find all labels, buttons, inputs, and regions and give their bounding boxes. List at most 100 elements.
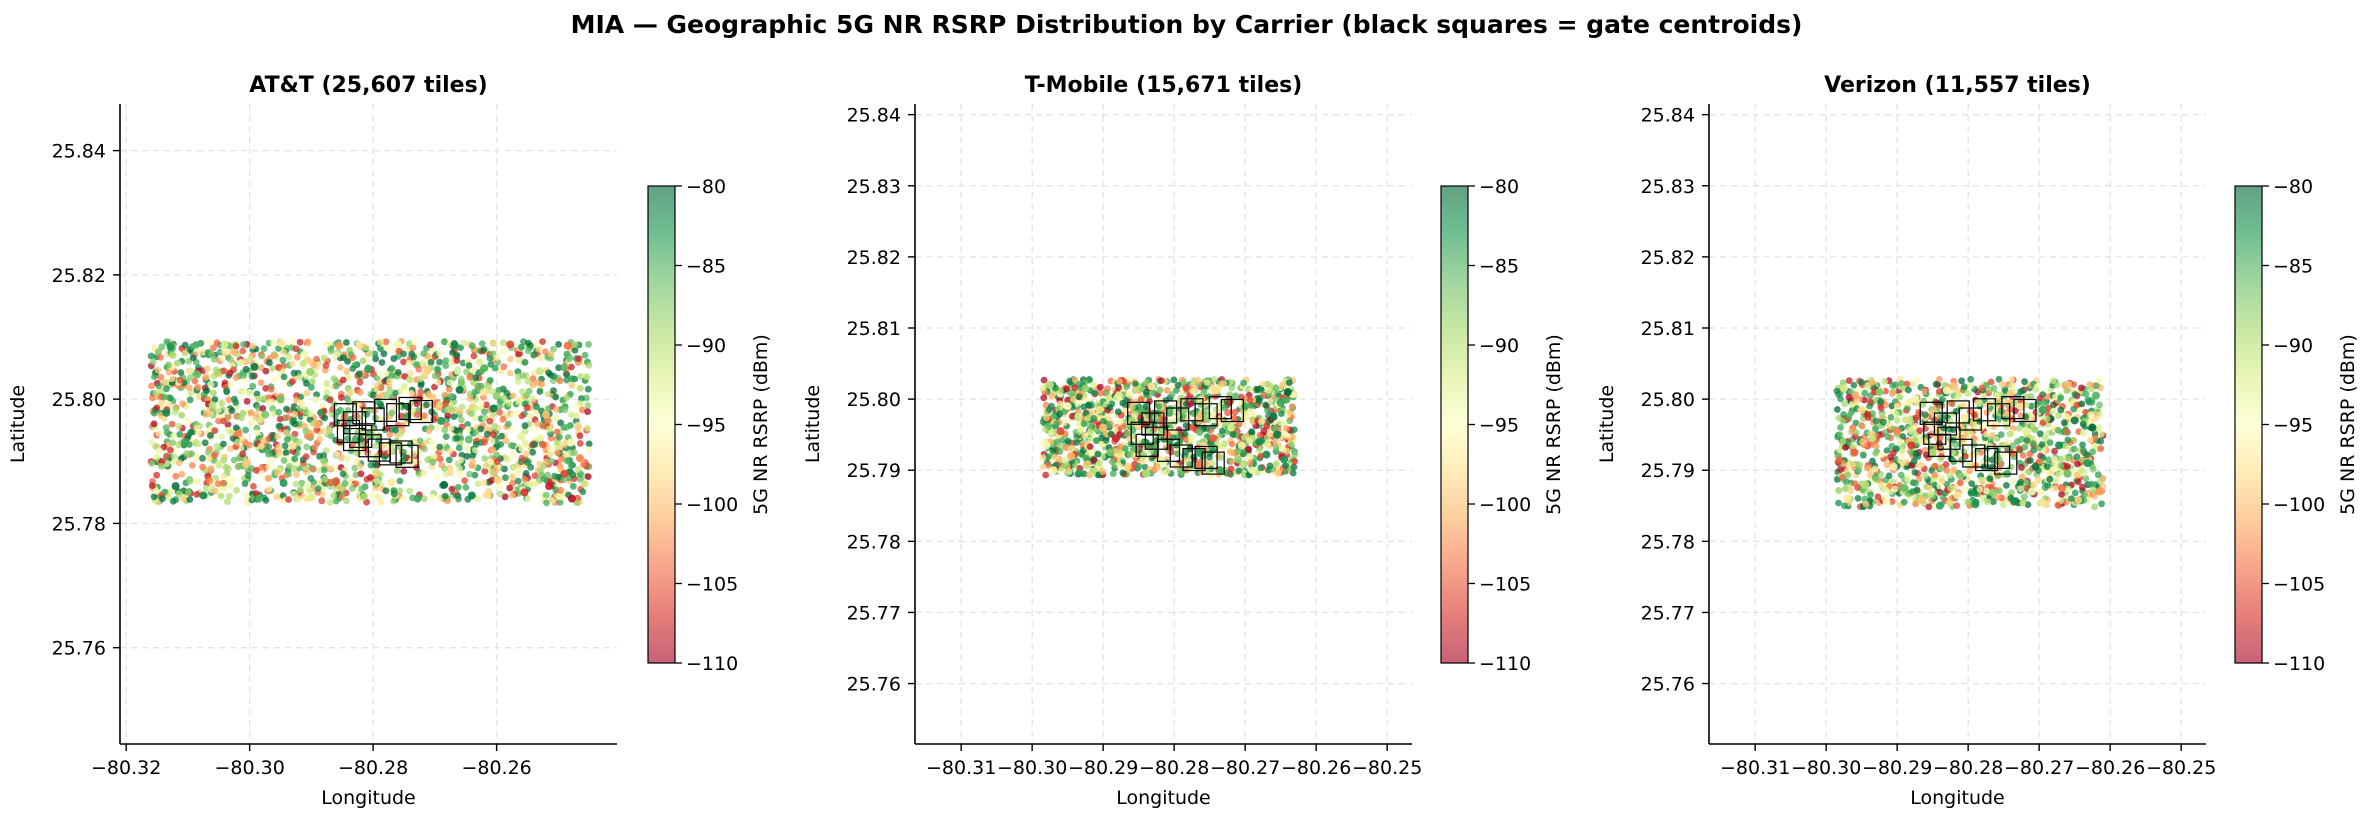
tile-point	[1855, 466, 1863, 473]
tile-point	[1877, 470, 1884, 478]
tile-point	[1995, 458, 2002, 466]
rsrp-point	[1088, 467, 1097, 476]
tile-point	[265, 463, 273, 471]
tile-point	[2052, 477, 2059, 485]
tile-point	[571, 341, 579, 349]
tile-point	[584, 424, 591, 432]
tile-point	[271, 352, 279, 359]
tile-point	[413, 400, 421, 408]
tile-point	[575, 355, 583, 362]
tile-point	[1929, 408, 1937, 416]
tile-point	[1278, 410, 1285, 417]
tile-point	[303, 380, 310, 387]
tile-point	[165, 368, 173, 376]
tile-point	[203, 387, 211, 394]
tile-point	[567, 461, 575, 469]
tile-point	[406, 440, 414, 448]
tile-point	[1965, 498, 1972, 506]
tile-point	[1279, 381, 1287, 389]
tile-point	[1237, 393, 1245, 401]
tile-point	[316, 479, 324, 487]
tile-point	[1228, 440, 1236, 448]
tile-point	[172, 472, 180, 480]
tile-point	[1288, 403, 1296, 410]
tile-point	[195, 429, 203, 437]
tile-point	[253, 410, 261, 418]
rsrp-point	[413, 494, 422, 503]
rsrp-point	[1211, 386, 1220, 395]
tile-point	[446, 464, 454, 472]
tile-point	[568, 381, 576, 389]
tile-point	[303, 389, 311, 397]
rsrp-point	[1237, 441, 1246, 450]
tile-point	[1998, 442, 2005, 449]
tile-point	[186, 396, 194, 404]
tile-point	[523, 441, 531, 448]
tile-point	[1240, 434, 1248, 441]
tile-point	[199, 454, 206, 462]
tile-point	[162, 424, 170, 432]
tile-point	[557, 456, 565, 463]
rsrp-point	[2070, 416, 2079, 425]
tile-point	[1264, 439, 1272, 447]
tile-point	[526, 412, 534, 420]
tile-point	[307, 475, 315, 482]
rsrp-point	[227, 475, 236, 484]
tile-point	[2095, 424, 2103, 432]
tile-point	[377, 370, 385, 378]
tile-point	[482, 401, 490, 409]
rsrp-point	[1056, 427, 1065, 436]
tile-point	[1853, 398, 1861, 406]
rsrp-point	[387, 478, 396, 487]
tile-point	[313, 355, 320, 363]
tile-point	[1259, 380, 1267, 388]
tile-point	[201, 439, 209, 447]
tile-point	[275, 408, 283, 416]
rsrp-point	[489, 404, 498, 413]
tile-point	[1086, 421, 1094, 429]
y-tick-label: 25.84	[847, 105, 901, 127]
tile-point	[2017, 485, 2024, 492]
tile-point	[1946, 471, 1954, 479]
tile-point	[160, 443, 168, 451]
tile-point	[1223, 470, 1230, 477]
tile-point	[2018, 435, 2026, 443]
tile-point	[488, 387, 496, 395]
gate-centroid-square	[1923, 421, 1947, 445]
tile-point	[165, 493, 172, 500]
tile-point	[1911, 469, 1919, 476]
tile-point	[495, 482, 503, 490]
tile-point	[270, 339, 277, 347]
tile-point	[1108, 458, 1116, 466]
tile-point	[323, 389, 331, 396]
tile-point	[226, 482, 234, 490]
tile-point	[2061, 382, 2069, 390]
tile-point	[1063, 385, 1071, 393]
tile-point	[1056, 448, 1064, 455]
tile-point	[218, 399, 226, 407]
tile-point	[280, 457, 288, 464]
tile-point	[1950, 466, 1958, 474]
tile-point	[1851, 480, 1859, 487]
tile-point	[1877, 404, 1885, 412]
tile-point	[1916, 436, 1923, 444]
tile-point	[501, 493, 509, 501]
tile-point	[148, 382, 155, 390]
tile-point	[250, 483, 257, 490]
tile-point	[227, 381, 235, 389]
tile-point	[534, 420, 541, 428]
tile-point	[1960, 383, 1968, 391]
tile-point	[1836, 466, 1844, 474]
tile-point	[206, 477, 214, 485]
rsrp-point	[234, 429, 243, 438]
tile-point	[518, 445, 526, 453]
tile-point	[1170, 376, 1178, 384]
tile-point	[187, 367, 195, 375]
gate-centroid-square	[1987, 403, 2011, 427]
tile-point	[515, 465, 523, 473]
tile-point	[352, 480, 360, 487]
tile-point	[267, 457, 275, 464]
chart-panel-tmobile: −80.31 −80.30 −80.29 −80.28 −80.27 −80.26 −80.…	[802, 73, 1565, 809]
tile-point	[306, 487, 313, 494]
tile-point	[320, 466, 328, 474]
